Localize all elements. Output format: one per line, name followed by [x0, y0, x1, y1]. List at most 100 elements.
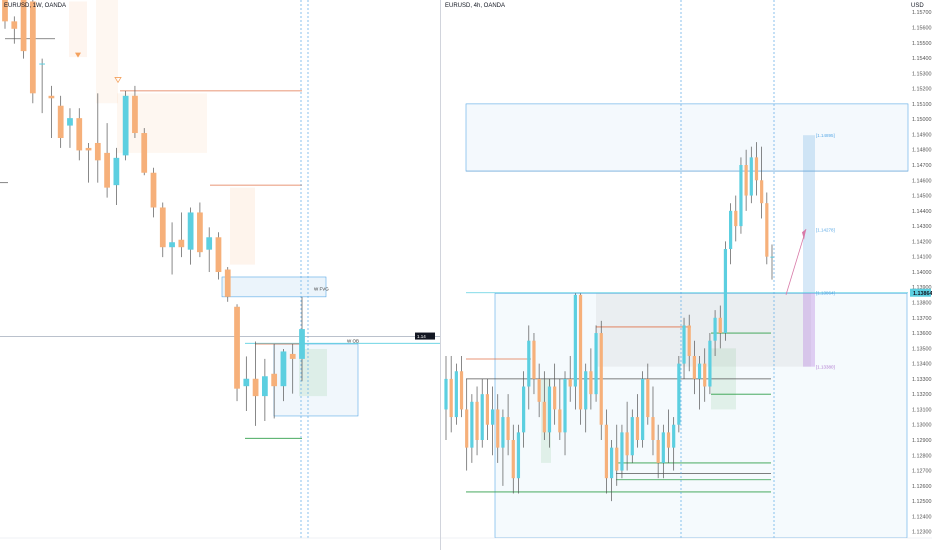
price-tick-label: 1.12800	[912, 453, 932, 459]
candle-body	[511, 440, 515, 479]
current-price-label: 1.13864	[913, 291, 932, 297]
price-tick-label: 1.15300	[912, 71, 932, 77]
h4-chart-svg[interactable]: [1.14895][1.14278][1.13864][1.13380]2729…	[441, 0, 932, 550]
candle-body	[656, 440, 660, 463]
price-tick-label: 1.15700	[912, 10, 932, 16]
position-target-zone	[803, 135, 815, 293]
candle-body	[734, 210, 738, 227]
candle-body	[39, 63, 46, 65]
position-stop-label: [1.13380]	[816, 365, 835, 370]
candle-body	[547, 386, 552, 433]
candle-body	[692, 355, 696, 379]
price-tick-label: 1.14200	[912, 239, 932, 245]
candle-body	[187, 212, 194, 250]
panel-divider[interactable]	[440, 0, 441, 550]
supply-zone	[96, 0, 118, 104]
candle-body	[770, 256, 774, 258]
price-tick-label: 1.13700	[912, 316, 932, 322]
candle-body	[169, 242, 175, 248]
candle-body	[159, 207, 166, 248]
candle-body	[573, 294, 577, 387]
candle-body	[104, 152, 110, 188]
fvg-label: W FVG	[314, 286, 329, 291]
candle-body	[132, 95, 138, 134]
candle-body	[76, 118, 83, 151]
price-tick-label: 1.12500	[912, 499, 932, 505]
candle-body	[271, 373, 278, 387]
candle-body	[744, 165, 748, 196]
price-axis-background	[909, 0, 932, 538]
candle-body	[718, 317, 722, 334]
candle-body	[224, 269, 231, 297]
price-tick-label: 1.13200	[912, 392, 932, 398]
candle-body	[29, 1, 36, 94]
price-tick-label: 1.13000	[912, 423, 932, 429]
weekly-fvg-zone	[221, 276, 327, 298]
demand-zone	[541, 378, 551, 463]
candle-body	[444, 378, 448, 410]
price-tick-label: 1.15400	[912, 56, 932, 62]
candle-body	[480, 394, 484, 440]
candle-body	[537, 378, 541, 402]
candle-body	[113, 157, 120, 186]
candle-body	[94, 142, 101, 161]
candle-body	[20, 0, 27, 52]
candle-body	[150, 172, 157, 208]
down-triangle-marker	[114, 77, 122, 84]
candle-body	[666, 432, 671, 448]
ob-label: W OB	[347, 339, 359, 344]
candle-body	[141, 133, 148, 173]
candle-body	[760, 180, 764, 204]
candle-body	[599, 333, 603, 425]
candle-body	[563, 378, 567, 433]
time-axis-background	[441, 538, 932, 550]
candle-body	[754, 157, 759, 181]
price-tick-label: 1.13900	[912, 285, 932, 291]
candle-body	[206, 237, 213, 250]
position-entry-label: [1.13864]	[816, 291, 835, 296]
candle-body	[532, 340, 536, 379]
candle-body	[122, 95, 129, 156]
candle-body	[568, 378, 572, 387]
price-tick-label: 1.14500	[912, 194, 932, 200]
candle-body	[739, 165, 743, 227]
candle-body	[454, 371, 458, 418]
price-tick-label: 1.12600	[912, 484, 932, 490]
supply-zone	[117, 93, 207, 153]
h4-chart-panel[interactable]: [1.14895][1.14278][1.13864][1.13380]2729…	[441, 0, 932, 550]
candle-body	[85, 147, 92, 151]
current-price-tag	[910, 288, 931, 297]
candle-body	[522, 386, 526, 433]
projection-arrow	[785, 229, 807, 295]
candle-body	[723, 249, 728, 334]
candle-body	[197, 212, 203, 253]
candle-body	[501, 417, 505, 448]
candle-body	[57, 105, 64, 138]
candle-body	[553, 386, 557, 410]
candle-body	[48, 95, 55, 99]
price-marker-tag	[415, 332, 435, 340]
price-tick-label: 1.15500	[912, 41, 932, 47]
candle-body	[475, 401, 479, 440]
price-tick-label: 1.13500	[912, 346, 932, 352]
order-block-zone	[596, 293, 811, 367]
candle-body	[527, 340, 531, 387]
candle-body	[687, 325, 691, 356]
candle-body	[578, 294, 583, 410]
price-tick-label: 1.12900	[912, 438, 932, 444]
candle-body	[609, 447, 614, 479]
candle-body	[728, 210, 733, 250]
candle-body	[594, 333, 598, 395]
candle-body	[280, 351, 287, 387]
supply-zone	[69, 1, 87, 58]
candle-body	[646, 378, 650, 418]
candle-body	[749, 157, 753, 196]
time-axis-background	[0, 538, 440, 550]
candle-body	[589, 371, 593, 395]
price-tick-label: 1.14300	[912, 224, 932, 230]
candle-body	[703, 363, 707, 387]
projection-arrowhead	[802, 229, 806, 240]
position-target-label: [1.14895]	[816, 133, 835, 138]
